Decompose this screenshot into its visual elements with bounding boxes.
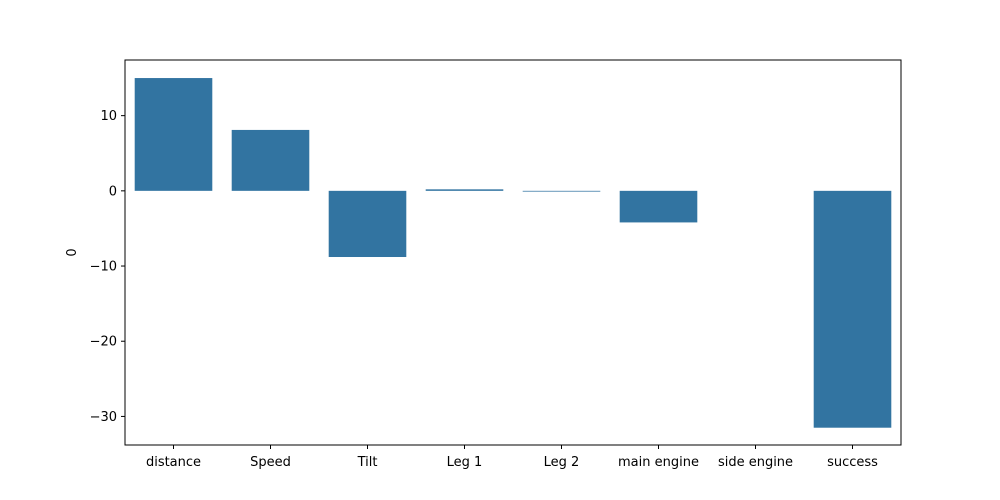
y-tick-label: −10 — [90, 260, 117, 275]
y-axis-label: 0 — [65, 248, 80, 256]
x-tick-label: side engine — [718, 455, 793, 470]
x-tick-label: main engine — [618, 455, 699, 470]
y-tick-label: 0 — [109, 184, 117, 199]
y-tick-label: −20 — [90, 335, 117, 350]
x-tick-label: success — [827, 455, 878, 470]
y-tick-label: 10 — [100, 109, 117, 124]
bars-group — [134, 78, 892, 428]
y-axis-ticks: 10 0 −10 −20 −30 — [90, 109, 125, 425]
y-tick-label: −30 — [90, 410, 117, 425]
bar-distance — [134, 78, 213, 191]
x-axis-ticks: distance Speed Tilt Leg 1 Leg 2 main engine si… — [146, 445, 878, 470]
bar-success — [813, 190, 892, 428]
x-tick-label: Leg 2 — [544, 455, 580, 470]
x-tick-label: Tilt — [357, 455, 378, 470]
plot-frame — [124, 59, 902, 446]
x-tick-label: distance — [146, 455, 201, 470]
x-tick-label: Leg 1 — [447, 455, 483, 470]
x-tick-label: Speed — [250, 455, 291, 470]
bar-leg-1 — [425, 189, 504, 191]
bar-tilt — [328, 190, 407, 258]
bar-speed — [231, 129, 310, 191]
bar-leg-2 — [522, 190, 601, 192]
bar-main-engine — [619, 190, 698, 223]
